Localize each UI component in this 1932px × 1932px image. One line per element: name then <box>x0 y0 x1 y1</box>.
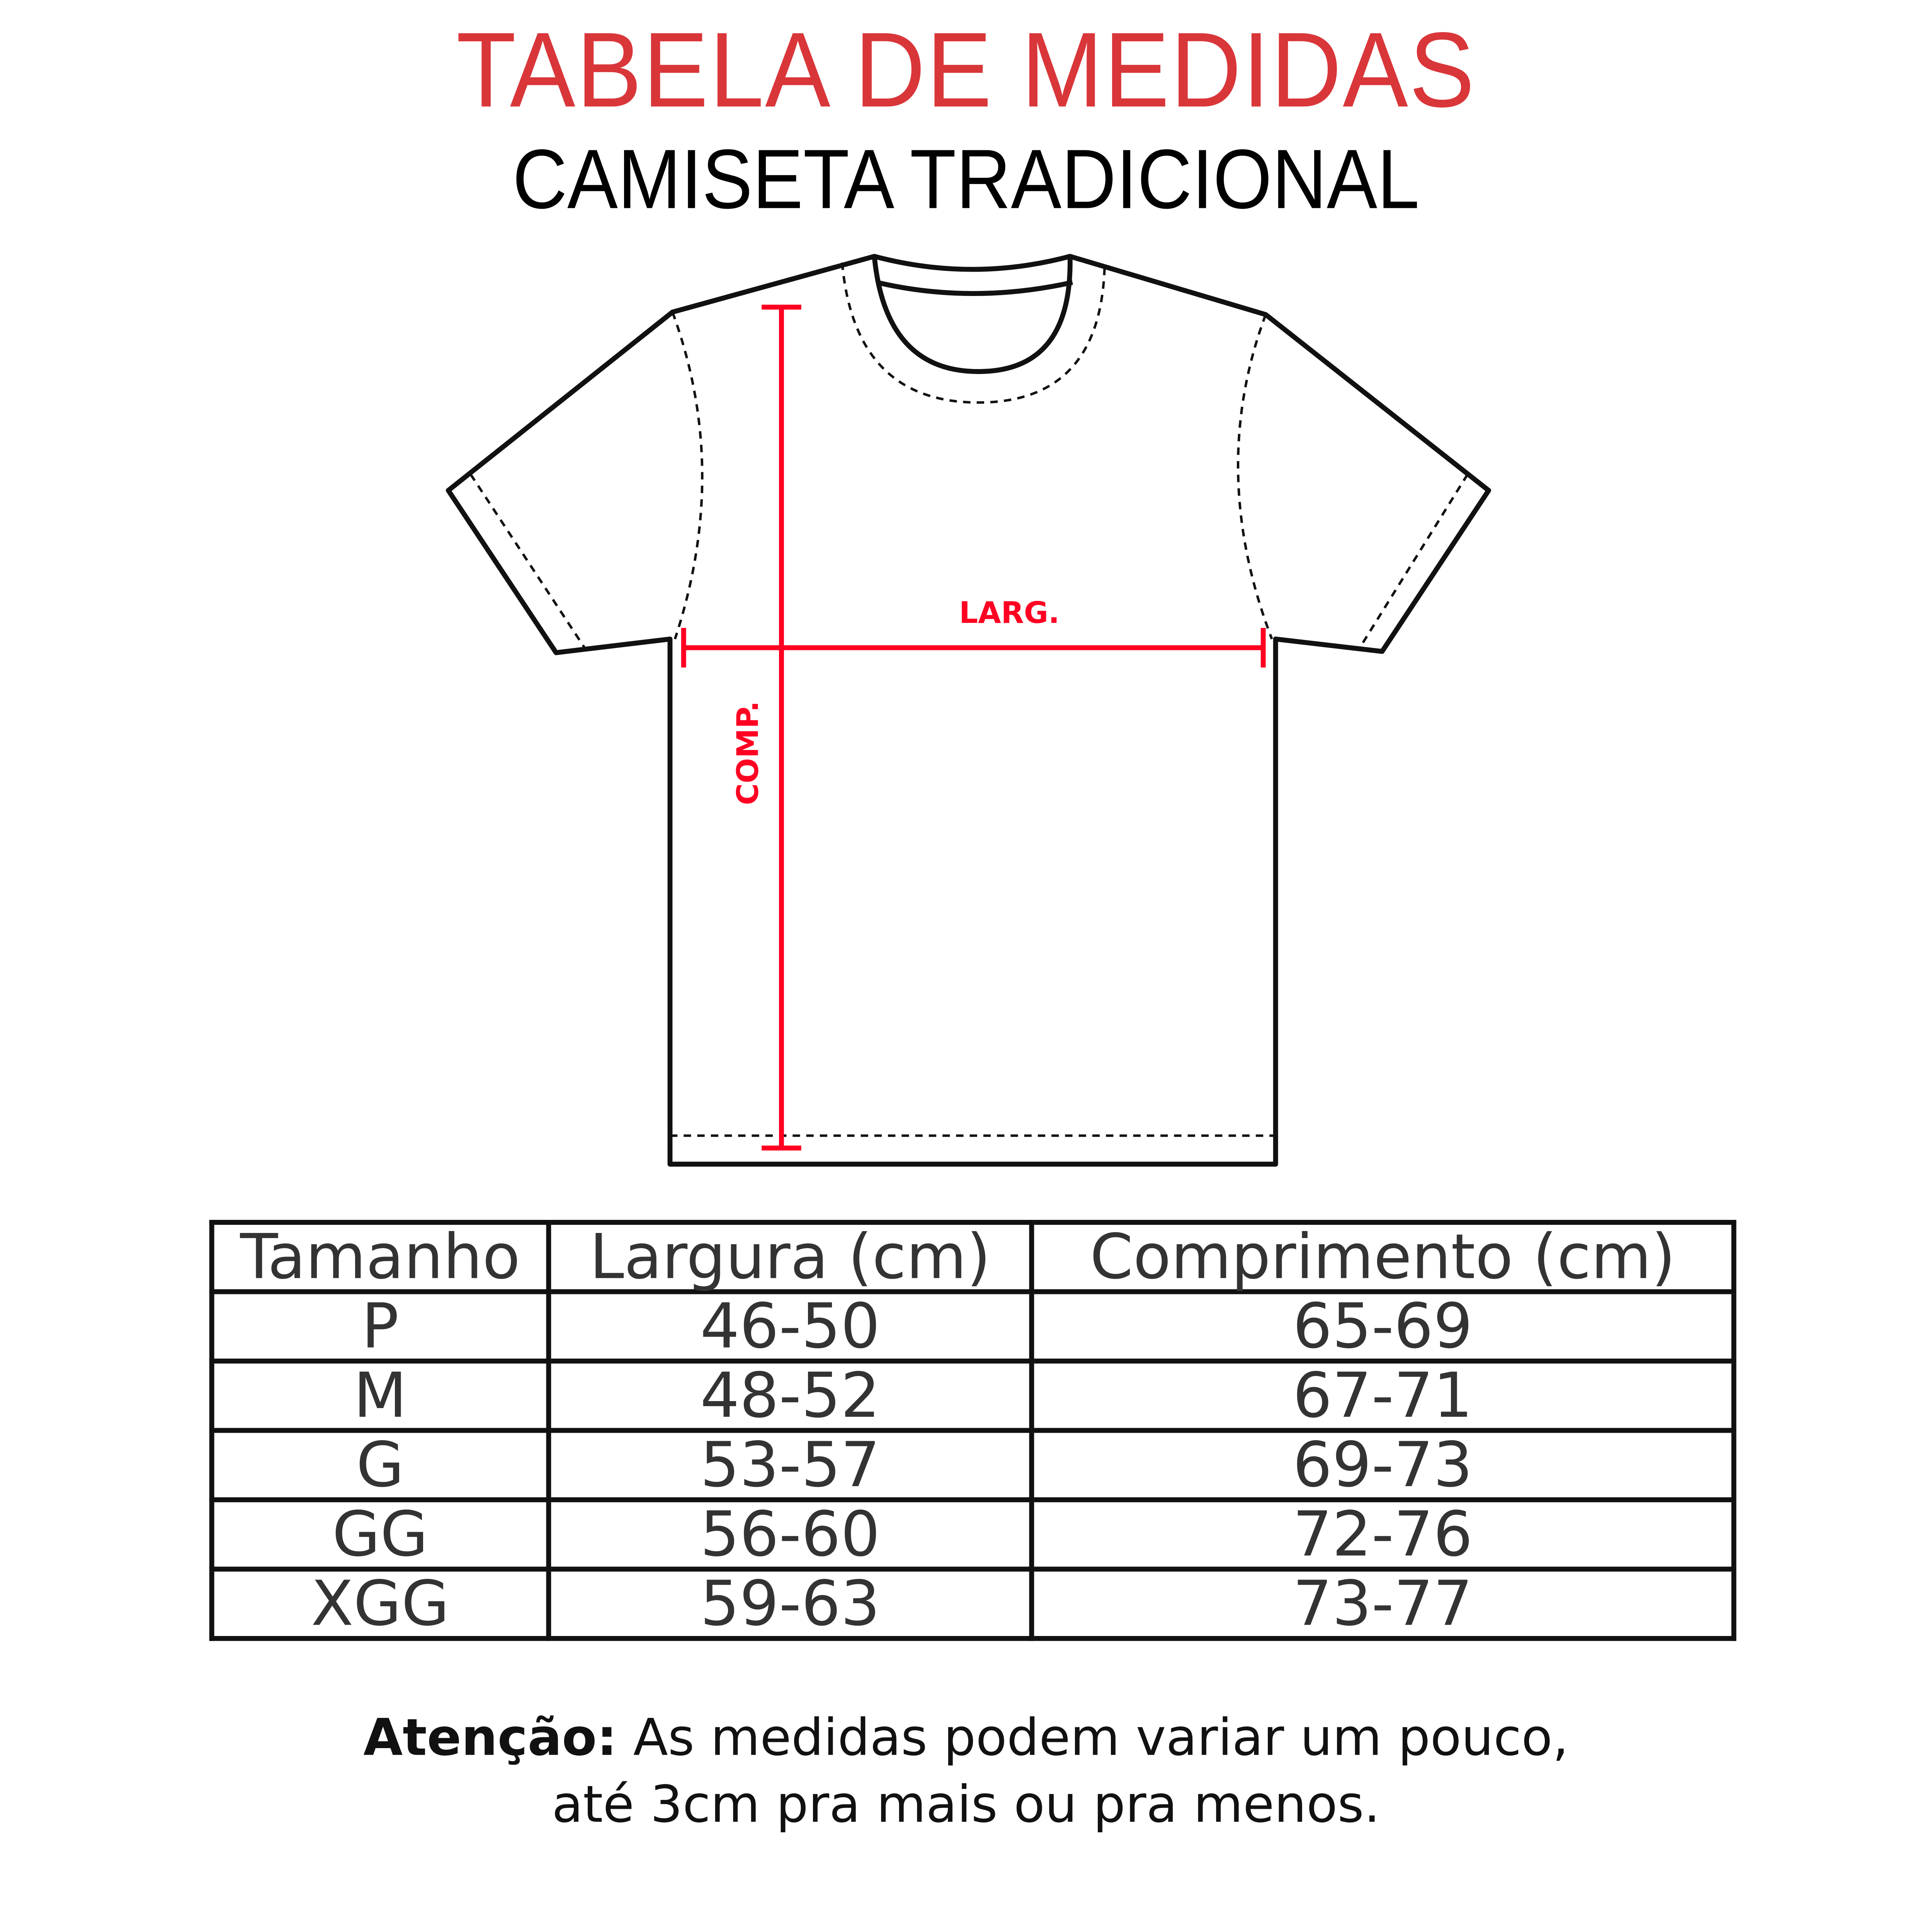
header-length: Comprimento (cm) <box>1029 1220 1736 1294</box>
note-label: Atenção: <box>363 1708 617 1767</box>
tshirt-stitching <box>469 262 1469 1137</box>
table-row: GG 56-60 72-76 <box>209 1497 1736 1572</box>
tshirt-diagram: LARG. COMP. <box>446 254 1491 1167</box>
length-label: COMP. <box>731 701 765 805</box>
cell-size: M <box>209 1358 551 1433</box>
cell-size: XGG <box>209 1566 551 1641</box>
cell-width: 56-60 <box>546 1497 1034 1572</box>
tshirt-outline <box>446 254 1491 1167</box>
page-subtitle: CAMISETA TRADICIONAL <box>512 132 1420 227</box>
note-line2: até 3cm pra mais ou pra menos. <box>552 1774 1380 1834</box>
cell-width: 48-52 <box>546 1358 1034 1433</box>
cell-width: 53-57 <box>546 1428 1034 1502</box>
cell-size: GG <box>209 1497 551 1572</box>
table-row: P 46-50 65-69 <box>209 1289 1736 1364</box>
cell-width: 46-50 <box>546 1289 1034 1364</box>
cell-length: 67-71 <box>1029 1358 1736 1433</box>
attention-note: Atenção: As medidas podem variar um pouc… <box>0 1704 1932 1838</box>
measure-lines <box>681 304 1266 1151</box>
table-row: XGG 59-63 73-77 <box>209 1566 1736 1641</box>
table-header-row: Tamanho Largura (cm) Comprimento (cm) <box>209 1220 1736 1294</box>
cell-size: P <box>209 1289 551 1364</box>
cell-length: 65-69 <box>1029 1289 1736 1364</box>
table-row: M 48-52 67-71 <box>209 1358 1736 1433</box>
header-width: Largura (cm) <box>546 1220 1034 1294</box>
note-line1: As medidas podem variar um pouco, <box>633 1708 1569 1767</box>
cell-length: 73-77 <box>1029 1566 1736 1641</box>
table-row: G 53-57 69-73 <box>209 1428 1736 1502</box>
header-size: Tamanho <box>209 1220 551 1294</box>
cell-width: 59-63 <box>546 1566 1034 1641</box>
cell-length: 69-73 <box>1029 1428 1736 1502</box>
width-label: LARG. <box>959 596 1060 630</box>
cell-length: 72-76 <box>1029 1497 1736 1572</box>
cell-size: G <box>209 1428 551 1502</box>
page-title: TABELA DE MEDIDAS <box>456 11 1476 130</box>
